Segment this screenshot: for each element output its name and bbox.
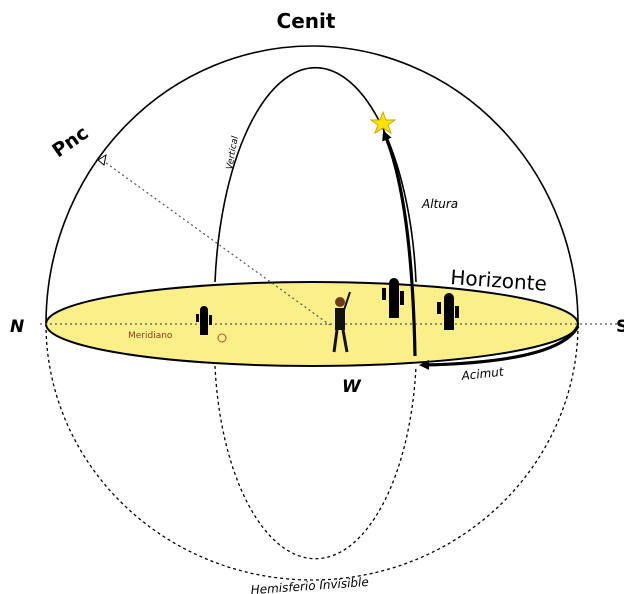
zenith-label: Cenit [277, 9, 336, 33]
north-label: N [10, 317, 24, 337]
azimuth-label: Acimut [460, 365, 506, 384]
azimuth-arc [419, 325, 580, 370]
altitude-arc [382, 130, 417, 357]
pole-axis [101, 159, 331, 326]
vertical-circle-upper [214, 66, 417, 283]
lower-hemisphere [45, 323, 579, 581]
west-label: W [342, 377, 362, 397]
altitude-label: Altura [421, 197, 458, 211]
cacti [196, 278, 459, 335]
upper-hemisphere [45, 45, 579, 325]
hemisphere-label: Hemisferio Invisible [250, 575, 369, 594]
meridian-label: Meridiano [128, 331, 173, 341]
south-label: S [616, 317, 624, 337]
vertical-circle-lower [214, 365, 417, 560]
observer [217, 291, 351, 353]
pole-marker [97, 153, 107, 166]
pole-label: Pnc [48, 122, 92, 162]
star [369, 110, 397, 135]
